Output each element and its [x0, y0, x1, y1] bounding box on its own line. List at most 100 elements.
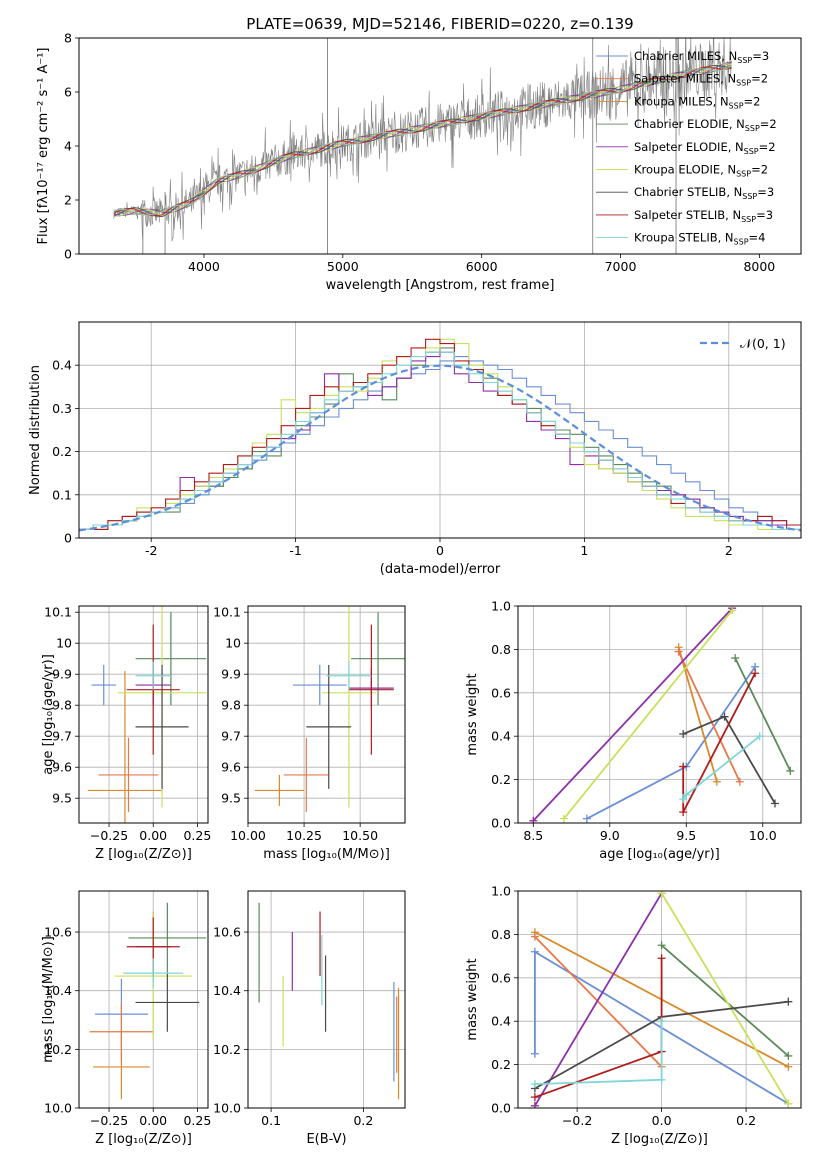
x-axis-label: age [log₁₀(age/yr)] — [599, 847, 720, 862]
residuals-legend: 𝒩(0, 1) — [700, 336, 786, 351]
x-tick-label: 0.00 — [139, 1113, 167, 1128]
errorbar-point-chabrier-elodie — [128, 902, 207, 974]
weight-marker — [679, 795, 688, 804]
axes-frame — [78, 37, 802, 255]
mass-vs-metallicity-panel: −0.25 0.00 0.25 10.0 10.2 10.4 10.6 Z [log₁₀(Z/… — [41, 890, 211, 1147]
axes-frame — [517, 605, 802, 824]
weight-marker — [530, 1049, 539, 1058]
x-tick-label: 0.0 — [652, 1113, 672, 1128]
model-spectrum-kroupa-stelib — [113, 65, 732, 216]
x-tick-label: 0.25 — [183, 828, 211, 843]
weight-marker — [657, 1075, 666, 1084]
normal-distribution-curve — [79, 364, 801, 532]
y-axis-label: mass weight — [465, 673, 480, 755]
errorbar-point-kroupa-stelib — [326, 661, 372, 690]
y-tick-label: 0.1 — [52, 487, 72, 502]
mass-vs-ebv-panel: 0.1 0.2 10.0 10.2 10.4 10.6 E(B-V) — [213, 890, 406, 1147]
errorbar-point-kroupa-stelib — [123, 958, 184, 988]
weight-line — [660, 892, 790, 1105]
y-tick-label: 10.2 — [213, 1042, 241, 1057]
y-tick-label: 9.9 — [221, 667, 241, 682]
weight-line — [586, 666, 756, 820]
errorbar-point-kroupa-elodie — [322, 606, 376, 808]
errorbar-point-salpeter-miles — [283, 737, 329, 813]
y-axis-label: mass [log₁₀(M/M⊙)] — [41, 936, 56, 1063]
plot-area — [113, 38, 732, 254]
axes-frame — [78, 321, 802, 539]
y-tick-label: 0.2 — [491, 1057, 511, 1072]
weight-marker — [657, 1017, 666, 1026]
weight-marker — [530, 1093, 539, 1102]
x-axis-label: Z [log₁₀(Z/Z⊙)] — [611, 1132, 708, 1147]
weight-marker — [770, 799, 779, 808]
x-tick-label: 0.1 — [261, 1113, 281, 1128]
y-tick-label: 10.4 — [44, 983, 72, 998]
weight-marker — [582, 814, 591, 823]
errorbar-point-kroupa-miles — [254, 774, 305, 806]
y-tick-label: 0 — [64, 247, 72, 262]
weight-line — [534, 935, 663, 1068]
y-tick-label: 0.8 — [491, 927, 511, 942]
y-tick-label: 9.9 — [52, 667, 72, 682]
y-tick-label: 1.0 — [491, 884, 511, 899]
x-axis-label: Z [log₁₀(Z/Z⊙)] — [95, 1132, 192, 1147]
weight-marker — [559, 814, 568, 823]
weight-marker — [712, 777, 721, 786]
legend-entry: 𝒩(0, 1) — [740, 336, 786, 351]
x-axis-label: E(B-V) — [306, 1132, 346, 1147]
x-axis-label: wavelength [Angstrom, rest frame] — [326, 278, 555, 293]
y-tick-label: 10.6 — [213, 925, 241, 940]
weight-marker — [657, 891, 666, 898]
weight-marker — [530, 1101, 539, 1108]
weight-marker — [755, 732, 764, 741]
weight-line — [534, 892, 663, 1107]
x-tick-label: 7000 — [605, 259, 637, 274]
y-tick-label: 8 — [64, 31, 72, 46]
y-tick-label: 0.8 — [491, 642, 511, 657]
weight-marker — [784, 997, 793, 1006]
y-tick-label: 9.8 — [52, 698, 72, 713]
weight-line — [682, 672, 756, 813]
weight-series-kroupa-stelib — [530, 1017, 666, 1089]
errorbar-point-salpeter-stelib — [348, 624, 394, 755]
axes-frame — [517, 890, 802, 1109]
errorbar-point-chabrier-stelib — [135, 664, 189, 789]
errorbar-point-salpeter-miles — [89, 1002, 154, 1062]
y-tick-label: 9.6 — [221, 760, 241, 775]
legend-entry: Salpeter STELIB, NSSP=3 — [634, 208, 773, 224]
figure-title: PLATE=0639, MJD=52146, FIBERID=0220, z=0… — [246, 15, 633, 33]
residual-histogram-salpeter-stelib — [79, 338, 801, 530]
y-axis-label: mass weight — [465, 958, 480, 1040]
x-tick-label: -2 — [145, 543, 157, 558]
x-tick-label: 8.5 — [523, 828, 543, 843]
weight-marker — [786, 766, 795, 775]
y-tick-label: 9.7 — [221, 729, 241, 744]
weight-marker — [679, 730, 688, 739]
weight-line — [677, 646, 718, 783]
x-tick-label: −0.25 — [90, 1113, 128, 1128]
y-tick-label: 9.6 — [52, 760, 72, 775]
y-tick-label: 0.0 — [491, 816, 511, 831]
y-tick-label: 1.0 — [491, 599, 511, 614]
weight-marker — [674, 647, 683, 656]
residuals-panel: -2 -1 0 1 2 0 0.1 0.2 0.3 0.4 (data-model)/error No… — [28, 321, 802, 577]
y-tick-label: 0.4 — [491, 1014, 511, 1029]
weight-marker — [735, 777, 744, 786]
x-tick-label: −0.25 — [90, 828, 128, 843]
weight-marker — [682, 790, 691, 799]
weight-line — [563, 609, 733, 820]
y-tick-label: 0.6 — [491, 685, 511, 700]
errorbar-point-chabrier-elodie — [351, 612, 405, 706]
weight-series-kroupa-elodie — [559, 606, 737, 823]
weight-marker — [679, 762, 688, 771]
y-tick-label: 0.4 — [491, 729, 511, 744]
x-tick-label: 9.5 — [676, 828, 696, 843]
axes-frame — [78, 890, 209, 1109]
errorbar-point-salpeter-miles — [98, 737, 159, 813]
y-tick-label: 9.8 — [221, 698, 241, 713]
x-tick-label: 0.2 — [736, 1113, 756, 1128]
plot-area — [518, 891, 801, 1108]
weight-marker — [731, 654, 740, 663]
axes-frame — [78, 605, 209, 824]
